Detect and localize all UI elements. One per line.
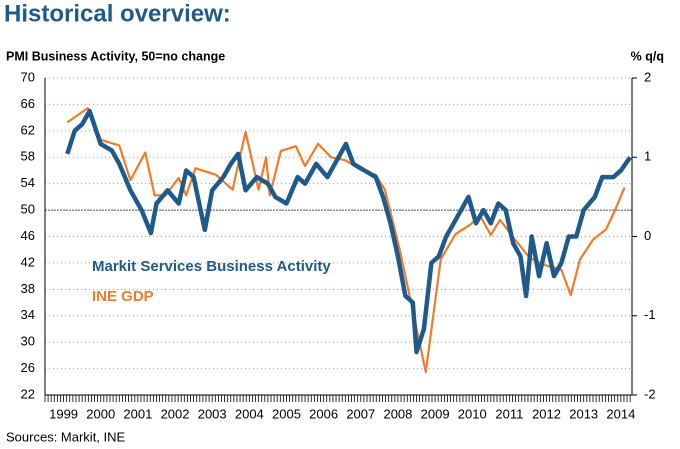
y-axis-label: PMI Business Activity, 50=no change — [6, 49, 225, 63]
x-tick-label: 2005 — [272, 406, 301, 421]
x-tick-label: 1999 — [49, 406, 78, 421]
y-tick-label: 38 — [21, 281, 35, 296]
x-tick-label: 2009 — [421, 406, 450, 421]
x-tick-label: 2001 — [123, 406, 152, 421]
y2-tick-label: 1 — [644, 149, 651, 164]
series-line — [66, 107, 626, 374]
x-tick-label: 2000 — [86, 406, 115, 421]
x-tick-label: 2004 — [235, 406, 264, 421]
x-tick-label: 2008 — [383, 406, 412, 421]
y-tick-label: 42 — [21, 254, 35, 269]
x-tick-label: 2007 — [346, 406, 375, 421]
y2-tick-label: -2 — [644, 386, 656, 401]
x-tick-label: 2014 — [606, 406, 635, 421]
legend-label: INE GDP — [92, 288, 154, 305]
y-tick-label: 22 — [21, 386, 35, 401]
y-tick-label: 54 — [21, 175, 35, 190]
y2-axis-label: % q/q — [631, 49, 664, 63]
y-tick-label: 50 — [21, 202, 35, 217]
x-tick-label: 2012 — [532, 406, 561, 421]
chart-title: Historical overview: — [4, 0, 231, 27]
x-tick-label: 2013 — [569, 406, 598, 421]
x-tick-label: 2011 — [495, 406, 523, 421]
y2-tick-label: 2 — [644, 69, 651, 84]
series-line — [65, 108, 632, 355]
x-tick-label: 2006 — [309, 406, 338, 421]
x-tick-label: 2010 — [458, 406, 487, 421]
y-tick-label: 46 — [21, 228, 35, 243]
y-tick-label: 66 — [21, 96, 35, 111]
y2-tick-label: 0 — [644, 228, 651, 243]
y-tick-label: 70 — [21, 69, 35, 84]
x-tick-label: 2002 — [161, 406, 190, 421]
source-note: Sources: Markit, INE — [6, 429, 126, 444]
y-tick-label: 30 — [21, 334, 35, 349]
y2-tick-label: -1 — [644, 307, 656, 322]
y-tick-label: 34 — [21, 307, 35, 322]
y-tick-label: 62 — [21, 122, 35, 137]
x-tick-label: 2003 — [198, 406, 227, 421]
y-tick-label: 58 — [21, 149, 35, 164]
legend-label: Markit Services Business Activity — [92, 258, 331, 275]
y-tick-label: 26 — [21, 360, 35, 375]
